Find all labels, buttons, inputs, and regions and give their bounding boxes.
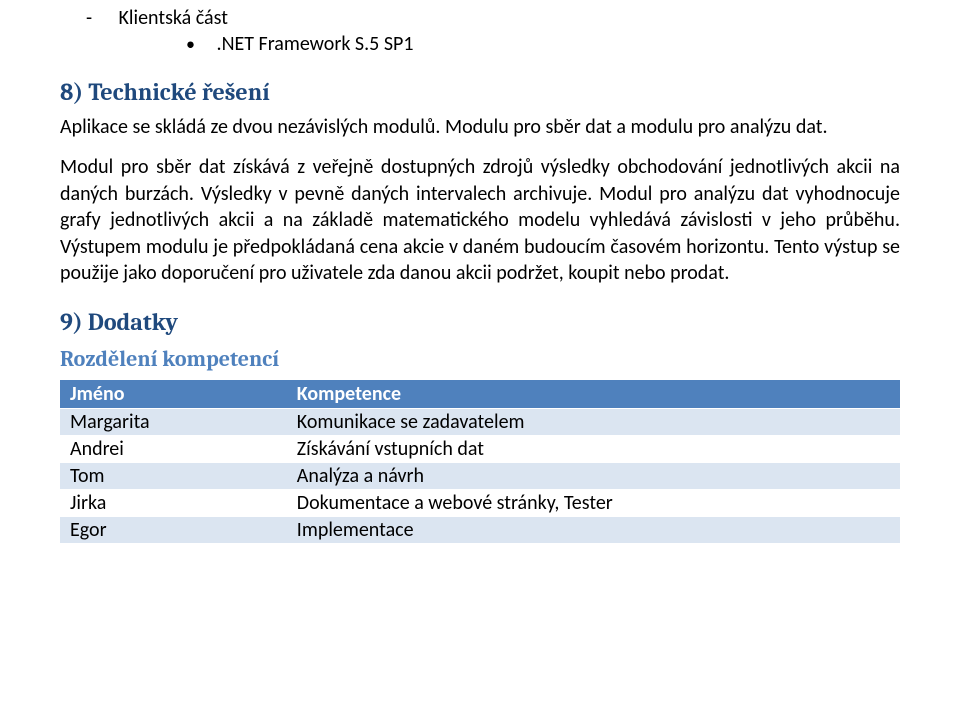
table-cell-competence: Získávání vstupních dat (287, 436, 900, 463)
list-item-text: .NET Framework S.5 SP1 (217, 32, 414, 56)
table-cell-name: Egor (60, 517, 287, 544)
table-row: Margarita Komunikace se zadavatelem (60, 409, 900, 436)
competencies-table: Jméno Kompetence Margarita Komunikace se… (60, 380, 900, 544)
table-cell-name: Jirka (60, 490, 287, 517)
table-cell-competence: Dokumentace a webové stránky, Tester (287, 490, 900, 517)
document-page: Klientská část .NET Framework S.5 SP1 8)… (0, 0, 960, 564)
subsection-heading: Rozdělení kompetencí (60, 346, 900, 372)
section-heading-8: 8) Technické řešení (60, 78, 900, 106)
table-row: Jirka Dokumentace a webové stránky, Test… (60, 490, 900, 517)
table-cell-competence: Analýza a návrh (287, 463, 900, 490)
table-row: Egor Implementace (60, 517, 900, 544)
body-paragraph: Aplikace se skládá ze dvou nezávislých m… (60, 114, 900, 140)
list-item: .NET Framework S.5 SP1 (212, 32, 900, 56)
table-cell-competence: Komunikace se zadavatelem (287, 409, 900, 436)
table-cell-competence: Implementace (287, 517, 900, 544)
table-row: Tom Analýza a návrh (60, 463, 900, 490)
table-cell-name: Tom (60, 463, 287, 490)
table-header-row: Jméno Kompetence (60, 380, 900, 409)
table-row: Andrei Získávání vstupních dat (60, 436, 900, 463)
table-cell-name: Margarita (60, 409, 287, 436)
table-cell-name: Andrei (60, 436, 287, 463)
section-heading-9: 9) Dodatky (60, 308, 900, 336)
list-item-text: Klientská část (119, 6, 228, 30)
table-header-cell: Jméno (60, 380, 287, 409)
body-paragraph: Modul pro sběr dat získává z veřejně dos… (60, 154, 900, 286)
table-header-cell: Kompetence (287, 380, 900, 409)
list-item: Klientská část (114, 6, 900, 30)
